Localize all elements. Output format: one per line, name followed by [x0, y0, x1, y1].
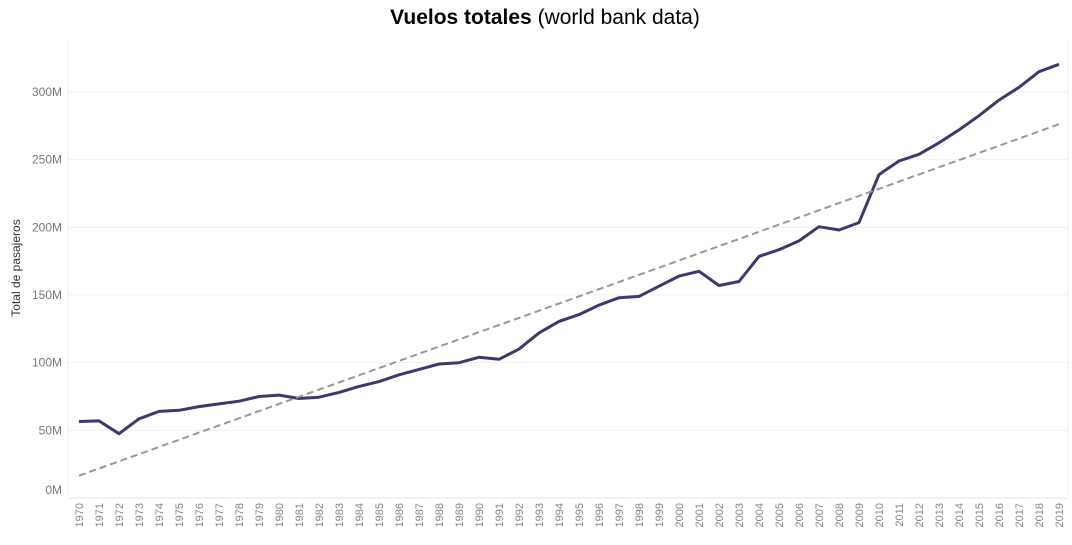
x-tick-label: 2008 [834, 503, 846, 527]
x-tick-label: 1973 [134, 503, 146, 527]
x-tick-label: 2014 [954, 503, 966, 527]
x-tick-label: 1990 [474, 503, 486, 527]
chart-title: Vuelos totales (world bank data) [0, 6, 1072, 30]
x-tick-label: 2007 [814, 503, 826, 527]
y-axis-ticks: 0M 50M 100M 150M 200M 250M 300M [32, 85, 62, 497]
x-tick-label: 1971 [94, 503, 106, 527]
series-lines [78, 62, 1060, 477]
x-tick-label: 2019 [1054, 503, 1066, 527]
x-tick-label: 1988 [434, 503, 446, 527]
y-tick-label: 150M [32, 288, 62, 302]
x-tick-label: 2011 [894, 503, 906, 527]
x-tick-label: 1980 [274, 503, 286, 527]
y-tick-label: 100M [32, 356, 62, 370]
x-tick-label: 1994 [554, 503, 566, 527]
y-tick-label: 50M [39, 423, 62, 437]
x-tick-label: 2017 [1014, 503, 1026, 527]
x-tick-label: 2015 [974, 503, 986, 527]
x-tick-label: 2001 [694, 503, 706, 527]
x-tick-label: 2016 [994, 503, 1006, 527]
x-tick-label: 1983 [334, 503, 346, 527]
x-tick-label: 1997 [614, 503, 626, 527]
x-tick-label: 1999 [654, 503, 666, 527]
trend-line [78, 123, 1060, 477]
x-tick-label: 2006 [794, 503, 806, 527]
x-tick-label: 1975 [174, 503, 186, 527]
x-tick-label: 1976 [194, 503, 206, 527]
chart-title-bold: Vuelos totales [390, 6, 532, 29]
x-tick-label: 2009 [854, 503, 866, 527]
x-tick-label: 1981 [294, 503, 306, 527]
x-tick-label: 1995 [574, 503, 586, 527]
x-tick-label: 1974 [154, 503, 166, 527]
x-tick-label: 1978 [234, 503, 246, 527]
x-tick-label: 1998 [634, 503, 646, 527]
x-tick-label: 2005 [774, 503, 786, 527]
x-tick-label: 2013 [934, 503, 946, 527]
x-tick-label: 1982 [314, 503, 326, 527]
x-tick-label: 2012 [914, 503, 926, 527]
y-axis-label: Total de pasajeros [9, 219, 23, 316]
x-tick-label: 1989 [454, 503, 466, 527]
chart-title-subtitle: (world bank data) [537, 6, 700, 29]
x-tick-label: 1993 [534, 503, 546, 527]
x-axis-ticks: 1970 1971 1972 1973 1974 1975 1976 1977 1978 1979… [74, 503, 1066, 527]
x-tick-label: 1972 [114, 503, 126, 527]
x-tick-label: 1984 [354, 503, 366, 527]
x-tick-label: 2003 [734, 503, 746, 527]
x-tick-label: 1986 [394, 503, 406, 527]
x-tick-label: 1970 [74, 503, 86, 527]
x-tick-label: 1992 [514, 503, 526, 527]
y-tick-label: 250M [32, 153, 62, 167]
y-tick-label: 0M [45, 483, 62, 497]
y-tick-label: 300M [32, 85, 62, 99]
passengers-line [78, 62, 1060, 436]
x-tick-label: 2010 [874, 503, 886, 527]
x-tick-label: 1991 [494, 503, 506, 527]
x-tick-label: 2002 [714, 503, 726, 527]
x-tick-label: 1979 [254, 503, 266, 527]
grid-lines [67, 40, 1069, 499]
x-tick-label: 1996 [594, 503, 606, 527]
x-tick-label: 1987 [414, 503, 426, 527]
x-tick-label: 2004 [754, 503, 766, 527]
x-tick-label: 1977 [214, 503, 226, 527]
y-tick-label: 200M [32, 220, 62, 234]
x-tick-label: 1985 [374, 503, 386, 527]
x-tick-label: 2000 [674, 503, 686, 527]
x-tick-label: 2018 [1034, 503, 1046, 527]
